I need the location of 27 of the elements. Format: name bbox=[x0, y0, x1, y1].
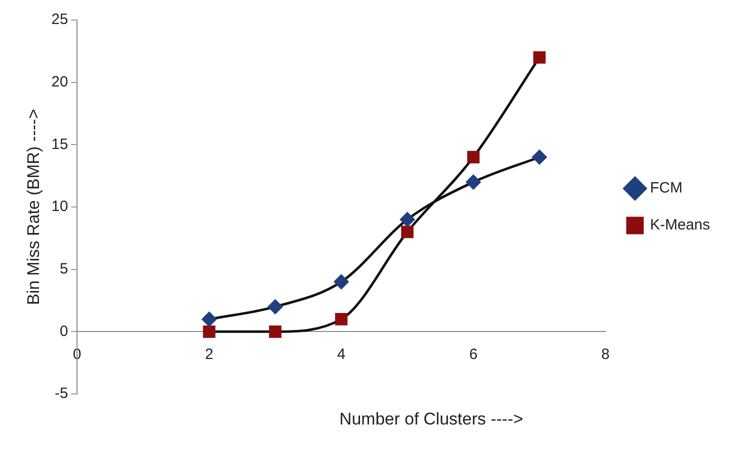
y-tick-label: -5 bbox=[54, 385, 68, 402]
point bbox=[268, 299, 282, 314]
x-axis-title: Number of Clusters ----> bbox=[339, 410, 524, 429]
x-tick-label: 4 bbox=[337, 346, 346, 363]
y-tick-label: 5 bbox=[60, 260, 68, 278]
point bbox=[532, 150, 547, 164]
legend-label: FCM bbox=[650, 180, 682, 197]
x-tick-label: 8 bbox=[601, 346, 610, 363]
x-tick-label: 6 bbox=[469, 346, 478, 363]
y-tick-label: 10 bbox=[51, 198, 68, 216]
y-tick-label: 15 bbox=[51, 136, 68, 153]
legend-label: K-Means bbox=[650, 216, 710, 234]
point bbox=[335, 313, 348, 326]
y-axis-title: Bin Miss Rate (BMR) ----> bbox=[24, 108, 43, 305]
point bbox=[533, 51, 546, 64]
y-tick-label: 20 bbox=[51, 73, 68, 90]
point bbox=[400, 212, 415, 227]
point bbox=[269, 325, 282, 338]
point bbox=[202, 312, 216, 326]
point bbox=[202, 325, 216, 338]
y-tick-label: 0 bbox=[60, 322, 68, 340]
point bbox=[401, 226, 414, 238]
point bbox=[334, 274, 349, 290]
point bbox=[466, 174, 481, 190]
y-tick-label: 25 bbox=[51, 11, 68, 28]
point bbox=[467, 150, 480, 164]
x-tick-label: 2 bbox=[205, 346, 214, 363]
